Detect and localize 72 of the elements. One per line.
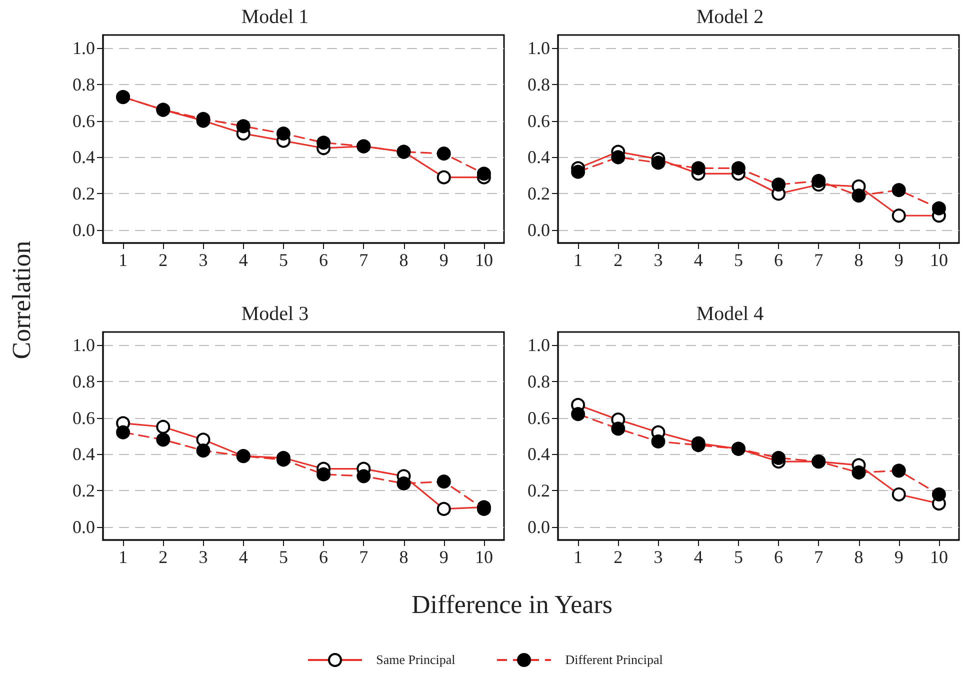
x-tick-label: 6: [319, 547, 328, 567]
y-tick-label: 0.6: [528, 110, 550, 131]
x-tick-label: 2: [158, 250, 168, 270]
x-tick-label: 10: [474, 547, 493, 567]
y-tick-label: 0.8: [72, 74, 95, 94]
x-tick-label: 7: [359, 547, 368, 567]
x-tick-label: 3: [198, 547, 208, 567]
y-tick-label: 0.8: [72, 371, 95, 392]
y-tick-label: 0.4: [528, 444, 550, 464]
y-tick-label: 0.0: [528, 220, 550, 240]
x-tick-label: 5: [734, 250, 743, 270]
x-tick-label: 2: [614, 250, 623, 270]
y-tick-label: 0.2: [528, 184, 550, 204]
x-tick-label: 5: [734, 547, 743, 567]
x-tick-label: 1: [574, 250, 583, 270]
y-tick-label: 0.6: [72, 408, 95, 428]
y-tick-label: 0.6: [528, 408, 550, 428]
chart-title: Model 1: [241, 6, 309, 28]
y-tick-label: 1.0: [72, 334, 95, 355]
x-tick-label: 7: [814, 547, 824, 567]
x-tick-label: 4: [694, 547, 703, 567]
x-tick-label: 1: [574, 547, 583, 567]
y-tick-label: 0.6: [72, 110, 95, 131]
x-tick-label: 9: [439, 547, 448, 567]
x-tick-label: 5: [278, 547, 288, 567]
x-tick-label: 10: [474, 250, 493, 270]
y-tick-label: 0.2: [72, 480, 95, 501]
x-tick-label: 7: [359, 250, 368, 270]
chart-title: Model 3: [241, 303, 309, 325]
y-tick-label: 1.0: [72, 38, 95, 58]
y-tick-label: 0.0: [72, 220, 95, 240]
y-tick-label: 0.0: [72, 517, 95, 538]
x-tick-label: 6: [774, 250, 784, 270]
x-tick-label: 3: [654, 547, 663, 567]
y-tick-label: 0.0: [528, 517, 550, 538]
x-tick-label: 4: [694, 250, 703, 270]
legend-label: Same Principal: [376, 652, 456, 668]
y-tick-label: 0.8: [528, 371, 550, 392]
x-tick-label: 7: [814, 250, 824, 270]
y-tick-label: 0.2: [72, 184, 95, 204]
x-tick-label: 9: [894, 250, 904, 270]
x-tick-label: 8: [854, 250, 864, 270]
x-tick-label: 6: [774, 547, 784, 567]
y-tick-label: 0.4: [528, 147, 550, 168]
x-tick-label: 9: [894, 547, 904, 567]
y-tick-label: 0.8: [528, 74, 550, 94]
x-tick-label: 4: [238, 250, 248, 270]
x-tick-label: 5: [278, 250, 288, 270]
x-tick-label: 6: [319, 250, 328, 270]
x-tick-label: 8: [399, 250, 408, 270]
x-tick-label: 3: [654, 250, 663, 270]
x-tick-label: 3: [198, 250, 208, 270]
x-tick-label: 8: [399, 547, 408, 567]
x-tick-label: 2: [614, 547, 623, 567]
y-tick-label: 1.0: [528, 38, 550, 58]
x-tick-label: 4: [238, 547, 248, 567]
chart-title: Model 4: [696, 303, 764, 325]
x-tick-label: 8: [854, 547, 864, 567]
y-axis-title: Correlation: [7, 240, 37, 360]
x-tick-label: 9: [439, 250, 448, 270]
x-tick-label: 2: [158, 547, 168, 567]
y-tick-label: 0.4: [72, 147, 95, 168]
y-tick-label: 0.2: [528, 480, 550, 501]
y-tick-label: 1.0: [528, 334, 550, 355]
legend-label: Different Principal: [565, 652, 663, 668]
x-tick-label: 1: [118, 250, 128, 270]
y-tick-label: 0.4: [72, 444, 95, 464]
x-axis-title: Difference in Years: [412, 590, 612, 620]
x-tick-label: 10: [930, 547, 948, 567]
x-tick-label: 1: [118, 547, 128, 567]
chart-title: Model 2: [696, 6, 764, 28]
x-tick-label: 10: [930, 250, 948, 270]
